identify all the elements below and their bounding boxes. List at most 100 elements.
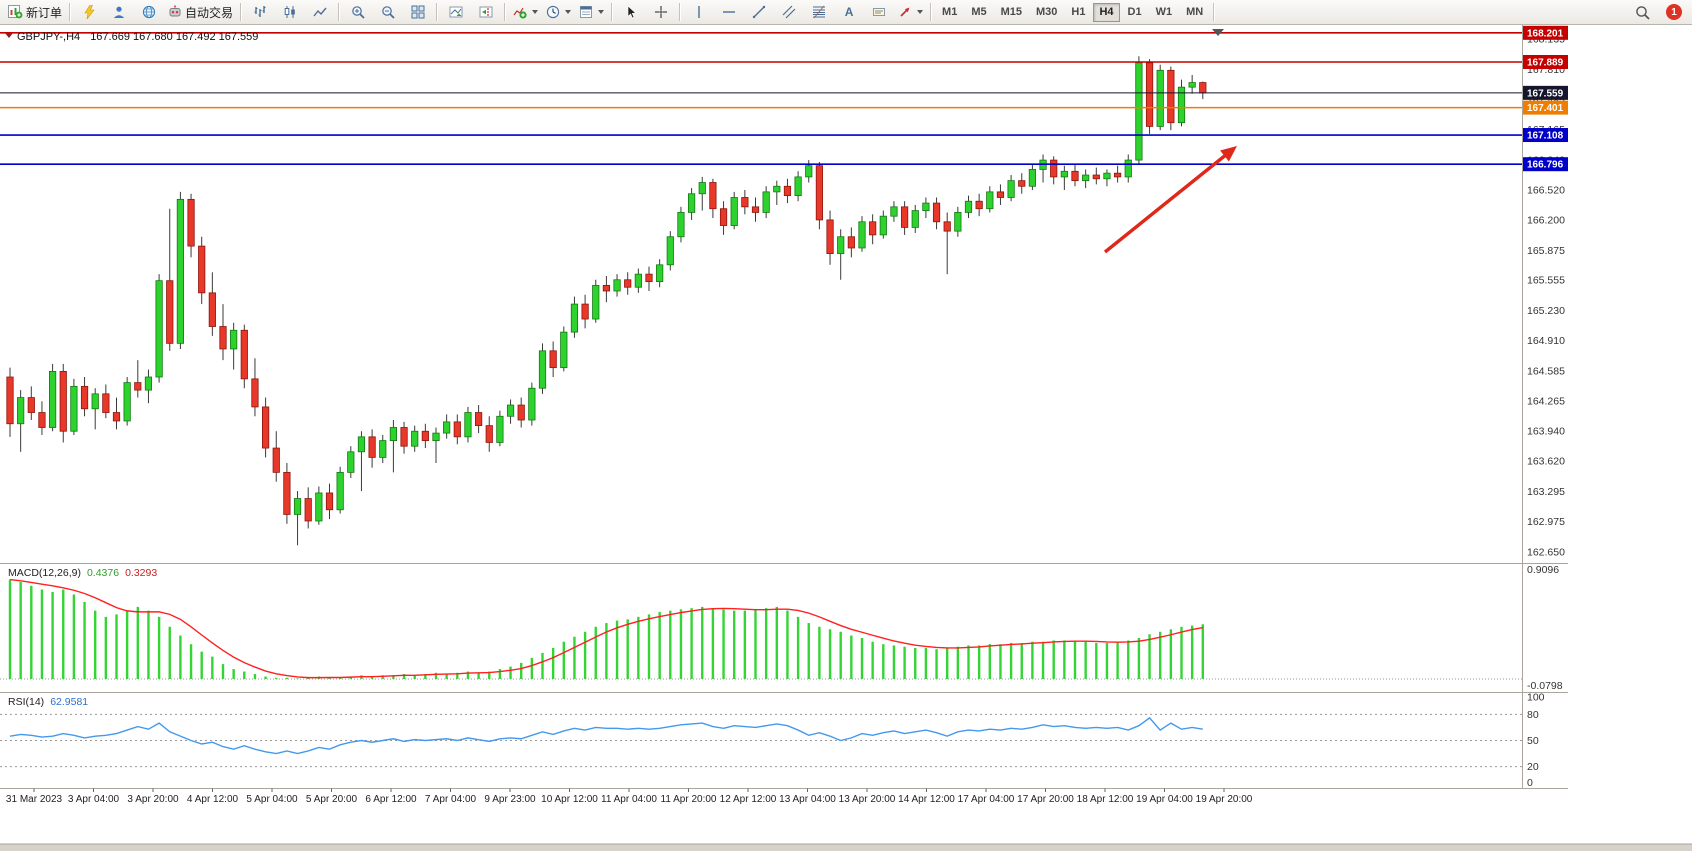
candle [879, 215, 887, 236]
macd-signal-line [9, 578, 1203, 679]
timeframe-button-m1[interactable]: M1 [942, 6, 958, 18]
new-order-button[interactable]: 新订单 [4, 1, 66, 23]
candle [17, 397, 25, 425]
bar-chart-button[interactable] [245, 1, 275, 23]
candle [538, 350, 547, 389]
cursor-button[interactable] [616, 1, 646, 23]
price-tag-label: 166.796 [1527, 160, 1564, 171]
chart-shift-marker[interactable] [1212, 29, 1224, 36]
bars-icon [253, 5, 267, 19]
search-button[interactable] [1627, 1, 1657, 23]
auto-scroll-button[interactable] [441, 1, 471, 23]
candle [666, 236, 674, 266]
toolbar-separator [436, 3, 439, 21]
auto-scroll-icon [449, 5, 463, 19]
zoom-out-button[interactable] [373, 1, 403, 23]
candle [283, 471, 291, 515]
candle [464, 412, 472, 438]
time-axis-label: 11 Apr 20:00 [661, 794, 717, 805]
price-chart[interactable]: 168.135167.810167.485167.165166.840166.5… [0, 25, 1692, 851]
vertical-line-button[interactable] [684, 1, 714, 23]
candle [1071, 170, 1079, 182]
timeframe-button-d1[interactable]: D1 [1127, 6, 1142, 18]
price-tag [1523, 25, 1568, 40]
price-tag [1523, 55, 1568, 70]
rsi-scale-label: 0 [1527, 777, 1533, 789]
candle [805, 165, 813, 178]
candle [80, 385, 89, 410]
price-scale-label: 164.585 [1527, 365, 1565, 377]
price-scale-label: 165.875 [1527, 245, 1565, 257]
zoom-in-button[interactable] [343, 1, 373, 23]
candle [198, 245, 206, 294]
candle [6, 376, 14, 425]
tile-windows-button[interactable] [403, 1, 433, 23]
community-button[interactable] [134, 1, 164, 23]
notifications-badge[interactable]: 1 [1666, 4, 1682, 20]
periods-button[interactable] [542, 1, 575, 23]
label-button[interactable] [864, 1, 894, 23]
crosshair-button[interactable] [646, 1, 676, 23]
trendline-button[interactable] [744, 1, 774, 23]
indicators-button[interactable] [509, 1, 542, 23]
metaeditor-button[interactable] [74, 1, 104, 23]
candle [751, 206, 760, 213]
profile-button[interactable] [104, 1, 134, 23]
candle [858, 221, 866, 249]
chart-header: GBPJPY-,H4 167.669 167.680 167.492 167.55… [5, 31, 258, 43]
macd-scale-min: -0.0798 [1527, 680, 1563, 692]
line-icon [313, 5, 327, 19]
time-axis-label: 14 Apr 12:00 [898, 794, 955, 805]
fibonacci-button[interactable] [804, 1, 834, 23]
price-tag-label: 167.108 [1527, 131, 1564, 142]
timeframe-button-mn[interactable]: MN [1186, 6, 1204, 18]
timeframe-button-h1[interactable]: H1 [1071, 6, 1086, 18]
timeframe-button-m30[interactable]: M30 [1036, 6, 1058, 18]
arrows-button[interactable] [894, 1, 927, 23]
timeframe-button-m5[interactable]: M5 [971, 6, 987, 18]
toolbar-separator [611, 3, 614, 21]
chart-shift-button[interactable] [471, 1, 501, 23]
candle [400, 427, 408, 447]
symbol-title: GBPJPY-,H4 167.669 167.680 167.492 167.55… [17, 31, 258, 43]
arrow-tool-icon [898, 5, 912, 19]
globe-icon [142, 5, 156, 19]
trend-arrow-annotation[interactable] [1103, 146, 1237, 254]
price-tag [1523, 128, 1568, 143]
timeframe-button-w1[interactable]: W1 [1155, 6, 1173, 18]
candle [485, 425, 493, 443]
candle [1145, 62, 1154, 127]
timeframe-button-m15[interactable]: M15 [1000, 6, 1022, 18]
candle [656, 264, 664, 283]
horizontal-line-button[interactable] [714, 1, 744, 23]
candle [357, 436, 366, 453]
price-tag-label: 167.889 [1527, 58, 1564, 69]
line-chart-button[interactable] [305, 1, 335, 23]
clock-icon [546, 5, 560, 19]
candle [911, 210, 919, 228]
hline-icon [722, 5, 736, 19]
algo-trading-button[interactable]: 自动交易 [164, 1, 237, 23]
candle [272, 447, 280, 473]
candle [549, 350, 557, 369]
timeframe-button-h4[interactable]: H4 [1093, 2, 1120, 22]
text-button[interactable]: A [834, 1, 864, 23]
time-axis-label: 6 Apr 12:00 [365, 794, 417, 805]
time-axis-label: 9 Apr 23:00 [484, 794, 536, 805]
time-axis-label: 7 Apr 04:00 [425, 794, 477, 805]
candlestick-chart-button[interactable] [275, 1, 305, 23]
time-axis-label: 10 Apr 12:00 [541, 794, 598, 805]
price-tags: 168.201 167.889 167.559 167.401 167.108 166.7… [1523, 25, 1568, 172]
vline-icon [692, 5, 706, 19]
candle [570, 303, 579, 333]
channel-button[interactable] [774, 1, 804, 23]
candle [730, 197, 738, 226]
symbol-tab-icon[interactable] [5, 33, 13, 38]
templates-button[interactable] [575, 1, 608, 23]
chevron-down-icon [565, 10, 572, 14]
candle [709, 182, 717, 210]
toolbar-separator [679, 3, 682, 21]
time-axis-label: 17 Apr 20:00 [1017, 794, 1074, 805]
candle [443, 421, 451, 434]
